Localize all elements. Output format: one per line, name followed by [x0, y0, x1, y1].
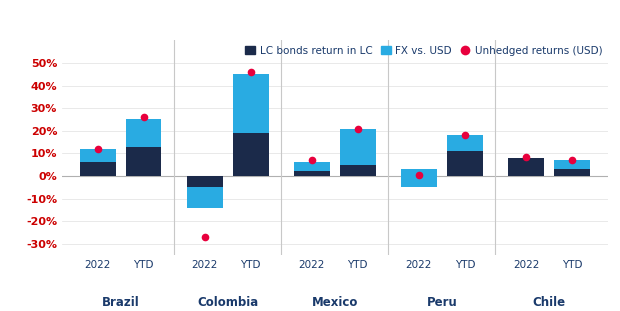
Bar	[294, 162, 330, 171]
Bar	[80, 162, 115, 176]
Bar	[554, 169, 590, 176]
Bar	[401, 169, 436, 187]
Text: Mexico: Mexico	[312, 296, 358, 309]
Legend: LC bonds return in LC, FX vs. USD, Unhedged returns (USD): LC bonds return in LC, FX vs. USD, Unhed…	[245, 46, 603, 56]
Bar	[554, 160, 590, 169]
Bar	[126, 146, 161, 176]
Bar	[340, 165, 376, 176]
Text: Brazil: Brazil	[102, 296, 140, 309]
Bar	[447, 135, 483, 151]
Text: Peru: Peru	[427, 296, 458, 309]
Bar	[126, 119, 161, 146]
Bar	[233, 133, 268, 176]
Bar	[187, 176, 223, 187]
Bar	[447, 151, 483, 176]
Bar	[233, 74, 268, 133]
Bar	[80, 149, 115, 162]
Bar	[340, 128, 376, 165]
Bar	[187, 187, 223, 207]
Text: Colombia: Colombia	[197, 296, 259, 309]
Bar	[508, 158, 544, 176]
Bar	[294, 171, 330, 176]
Bar	[401, 176, 436, 187]
Text: Chile: Chile	[533, 296, 565, 309]
